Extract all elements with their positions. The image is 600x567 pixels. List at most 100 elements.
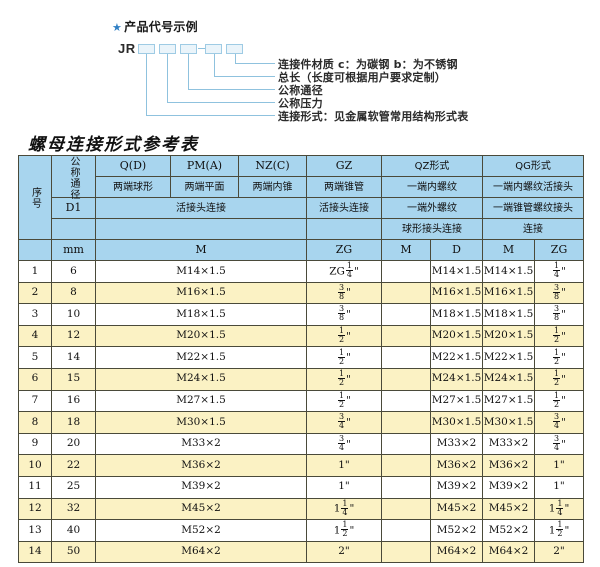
header-desc-qd: 两端球形 — [95, 176, 171, 198]
header-index: 序号 — [18, 155, 52, 240]
cell-qz-d: M39×2 — [429, 475, 484, 499]
cell-qg-zg: 1 1 2 " — [534, 519, 585, 542]
header-unit-qg-zg: ZG — [534, 239, 585, 261]
cell-gz: 1 2 " — [306, 389, 382, 413]
cell-thread-m: M18×1.5 — [95, 303, 307, 326]
table-row: 9 20 M33×2 3 4 " M33×2 M33×2 3 4 " — [18, 432, 585, 456]
header-row-groups: 序号 公称通径 Q(D) PM(A) NZ(C) GZ QZ形式 QG形式 — [18, 155, 585, 240]
code-box-5 — [226, 44, 243, 54]
cell-qg-zg: 2" — [534, 540, 585, 564]
cell-bore: 16 — [51, 389, 96, 413]
cell-gz: 3 4 " — [306, 432, 382, 456]
table-row: 5 14 M22×1.5 1 2 " M22×1.5 M22×1.5 1 2 " — [18, 346, 585, 369]
cell-gz: 1 1 2 " — [306, 519, 382, 542]
cell-qz-d: M18×1.5 — [429, 303, 484, 326]
cell-qz-m — [381, 432, 431, 456]
header-desc-qz: 一端内螺纹 — [380, 176, 484, 198]
leader-line-h-4 — [167, 102, 275, 103]
cell-qz-m — [381, 519, 431, 542]
cell-index: 2 — [18, 281, 52, 305]
cell-bore: 14 — [51, 346, 96, 369]
cell-qz-m — [381, 367, 431, 391]
cell-qz-m — [381, 454, 431, 477]
cell-qg-zg: 3 4 " — [534, 432, 585, 456]
cell-qz-d: M27×1.5 — [429, 389, 484, 413]
header-unit-qz-d: D — [429, 239, 484, 261]
cell-qg-m: M14×1.5 — [482, 260, 536, 283]
cell-qz-d: M45×2 — [429, 497, 484, 521]
cell-qg-zg: 3 8 " — [534, 281, 585, 305]
cell-qg-zg: 1 4 " — [534, 260, 585, 283]
table-row: 4 12 M20×1.5 1 2 " M20×1.5 M20×1.5 1 2 " — [18, 324, 585, 348]
cell-qz-d: M33×2 — [429, 432, 484, 456]
table-row: 3 10 M18×1.5 3 8 " M18×1.5 M18×1.5 3 8 " — [18, 303, 585, 326]
cell-bore: 6 — [51, 260, 96, 283]
leader-label-2: 总长（长度可根据用户要求定制） — [278, 71, 446, 84]
cell-qg-m: M39×2 — [482, 475, 536, 499]
cell-gz: 2" — [306, 540, 382, 564]
code-separator-dash — [198, 48, 205, 49]
cell-qz-d: M14×1.5 — [429, 260, 484, 283]
cell-thread-m: M45×2 — [95, 497, 307, 521]
header-conn-gz: 活接头连接 — [306, 197, 382, 219]
cell-thread-m: M36×2 — [95, 454, 307, 477]
header-group-pma: PM(A) — [170, 155, 239, 177]
cell-gz: 3 8 " — [306, 303, 382, 326]
header-conn2-qg: 连接 — [482, 218, 585, 240]
cell-qg-zg: 1 2 " — [534, 324, 585, 348]
cell-qz-m — [381, 540, 431, 564]
cell-qg-zg: 1 2 " — [534, 389, 585, 413]
header-conn-qg: 一端锥管螺纹接头 — [482, 197, 585, 219]
cell-thread-m: M20×1.5 — [95, 324, 307, 348]
cell-bore: 50 — [51, 540, 96, 564]
cell-qg-m: M22×1.5 — [482, 346, 536, 369]
leader-line-v-4 — [167, 54, 168, 102]
star-icon: ★ — [112, 21, 123, 34]
cell-thread-m: M14×1.5 — [95, 260, 307, 283]
header-group-qz: QZ形式 — [380, 155, 484, 177]
cell-qg-m: M45×2 — [482, 497, 536, 521]
cell-bore: 12 — [51, 324, 96, 348]
header-unit-qg-m: M — [482, 239, 536, 261]
header-unit-index — [18, 239, 52, 261]
cell-thread-m: M16×1.5 — [95, 281, 307, 305]
cell-gz: 1 1 4 " — [306, 497, 382, 521]
code-box-3 — [180, 44, 197, 54]
table-header: 序号 公称通径 Q(D) PM(A) NZ(C) GZ QZ形式 QG形式 两端… — [18, 155, 585, 261]
leader-line-v-3 — [188, 54, 189, 89]
header-bore-unit-spacer — [51, 218, 96, 240]
table-row: 6 15 M24×1.5 1 2 " M24×1.5 M24×1.5 1 2 " — [18, 367, 585, 391]
header-group-qg: QG形式 — [482, 155, 585, 177]
cell-qg-m: M33×2 — [482, 432, 536, 456]
nut-connection-table-wrap: 序号 公称通径 Q(D) PM(A) NZ(C) GZ QZ形式 QG形式 两端… — [18, 155, 585, 564]
cell-thread-m: M52×2 — [95, 519, 307, 542]
cell-qz-m — [381, 260, 431, 283]
header-unit-mm: mm — [51, 239, 96, 261]
cell-qz-m — [381, 346, 431, 369]
cell-qg-m: M52×2 — [482, 519, 536, 542]
header-row-desc1: 两端球形 两端平面 两端内锥 两端锥管 一端内螺纹 一端内螺纹活接头 — [19, 176, 585, 198]
header-bore: 公称通径 — [51, 155, 96, 200]
cell-qg-m: M24×1.5 — [482, 367, 536, 391]
cell-thread-m: M27×1.5 — [95, 389, 307, 413]
product-code-diagram: ★ 产品代号示例 JR 连接件材质 c：为碳钢 b：为不锈钢 总长（长度可根据用户要… — [0, 0, 600, 130]
cell-index: 7 — [18, 389, 52, 413]
leader-label-3: 公称通径 — [278, 84, 323, 97]
table-body: 1 6 M14×1.5 ZG 1 4 " M14×1.5 M14×1.5 1 4 " 2 8 M16×1.5… — [18, 260, 585, 564]
table-row: 14 50 M64×2 2" M64×2 M64×2 2" — [18, 540, 585, 564]
cell-qg-zg: 3 8 " — [534, 303, 585, 326]
table-row: 1 6 M14×1.5 ZG 1 4 " M14×1.5 M14×1.5 1 4 " — [18, 260, 585, 283]
leader-line-h-2 — [214, 76, 275, 77]
cell-bore: 25 — [51, 475, 96, 499]
cell-index: 14 — [18, 540, 52, 564]
header-conn2-qpn — [95, 218, 307, 240]
cell-thread-m: M30×1.5 — [95, 411, 307, 434]
cell-index: 3 — [18, 303, 52, 326]
leader-line-v-2 — [214, 54, 215, 76]
cell-index: 11 — [18, 475, 52, 499]
header-conn-qz: 一端外螺纹 — [380, 197, 484, 219]
cell-index: 5 — [18, 346, 52, 369]
header-desc-nzc: 两端内锥 — [238, 176, 307, 198]
cell-thread-m: M33×2 — [95, 432, 307, 456]
cell-qz-m — [381, 411, 431, 434]
